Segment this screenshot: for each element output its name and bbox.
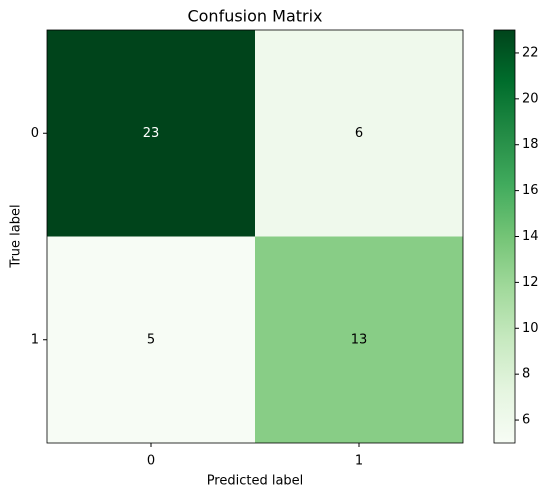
colorbar-tick-label: 20 [522,91,539,106]
x-tick-label: 1 [355,454,363,469]
cell-label: 23 [143,126,160,141]
colorbar-tick-label: 6 [522,413,530,428]
cell [255,30,463,237]
colorbar-tick-label: 16 [522,183,539,198]
cell [255,236,463,443]
y-axis-label: True label [9,204,24,268]
cell [47,30,255,237]
colorbar-tick-label: 18 [522,137,539,152]
x-tick-label: 0 [147,454,155,469]
colorbar-tick-label: 22 [522,45,539,60]
x-axis-label: Predicted label [207,474,304,489]
colorbar [493,29,516,444]
y-tick-label: 0 [31,126,39,141]
cell [47,236,255,443]
chart-title: Confusion Matrix [187,7,322,26]
colorbar-tick-label: 12 [522,275,539,290]
colorbar-tick-label: 10 [522,321,539,336]
cell-label: 5 [147,332,155,347]
colorbar-tick-label: 8 [522,367,530,382]
cell-label: 13 [351,332,368,347]
y-tick-label: 1 [31,332,39,347]
plot-frame [46,29,464,444]
colorbar-tick-label: 14 [522,229,539,244]
cell-label: 6 [355,126,363,141]
